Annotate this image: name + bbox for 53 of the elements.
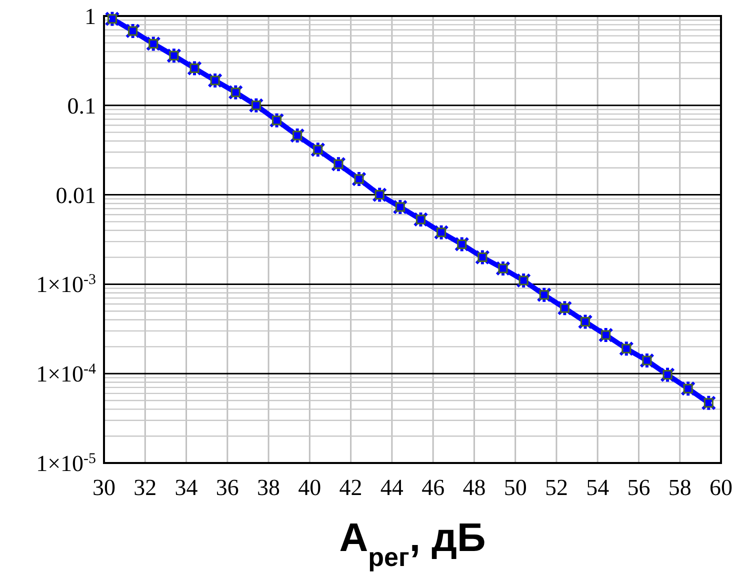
x-tick-label: 46 — [422, 475, 445, 500]
x-tick-label: 36 — [216, 475, 239, 500]
point — [601, 330, 611, 340]
y-tick-label: 1×10$^{-3}$ — [36, 272, 96, 298]
x-tick-label: 32 — [134, 475, 157, 500]
point — [683, 384, 693, 394]
point — [374, 190, 384, 200]
x-tick-label: 48 — [462, 475, 486, 500]
y-tick-label: 1 — [84, 4, 96, 29]
point — [128, 26, 138, 36]
point — [560, 303, 570, 313]
point — [436, 228, 446, 238]
point — [148, 38, 158, 48]
point — [539, 290, 549, 300]
point — [107, 14, 117, 24]
x-tick-label: 56 — [627, 475, 650, 500]
x-tick-label: 58 — [668, 475, 692, 500]
y-tick-label: 1×10$^{-4}$ — [36, 362, 97, 387]
x-tick-label: 44 — [380, 475, 404, 500]
x-tick-label: 42 — [339, 475, 362, 500]
x-tick-label: 30 — [92, 475, 116, 500]
point — [580, 317, 590, 327]
x-tick-label: 38 — [257, 475, 280, 500]
point — [457, 239, 467, 249]
point — [334, 159, 344, 169]
point — [190, 64, 200, 74]
point — [642, 356, 652, 366]
point — [230, 88, 240, 98]
point — [395, 202, 405, 212]
y-tick-label: 1×10$^{-5}$ — [36, 451, 96, 476]
point — [518, 276, 528, 286]
point — [622, 344, 632, 354]
point — [704, 398, 714, 408]
point — [272, 116, 282, 126]
point — [169, 50, 179, 60]
point — [313, 144, 323, 154]
x-axis-title: А$_{рег}$, дБ — [339, 516, 486, 572]
point — [662, 370, 672, 380]
point — [251, 100, 261, 110]
x-tick-label: 40 — [298, 475, 322, 500]
x-tick-label: 34 — [174, 475, 198, 500]
x-tick-label: 54 — [586, 475, 610, 500]
x-tick-label: 52 — [544, 475, 568, 500]
point — [498, 264, 508, 274]
point — [478, 252, 488, 262]
point — [210, 76, 220, 86]
y-tick-label: 0.01 — [56, 182, 96, 208]
point — [416, 214, 426, 224]
x-tick-label: 60 — [710, 475, 732, 500]
point — [292, 130, 302, 140]
y-tick-label: 0.1 — [67, 93, 96, 118]
point — [354, 174, 364, 184]
x-tick-label: 50 — [504, 475, 527, 500]
